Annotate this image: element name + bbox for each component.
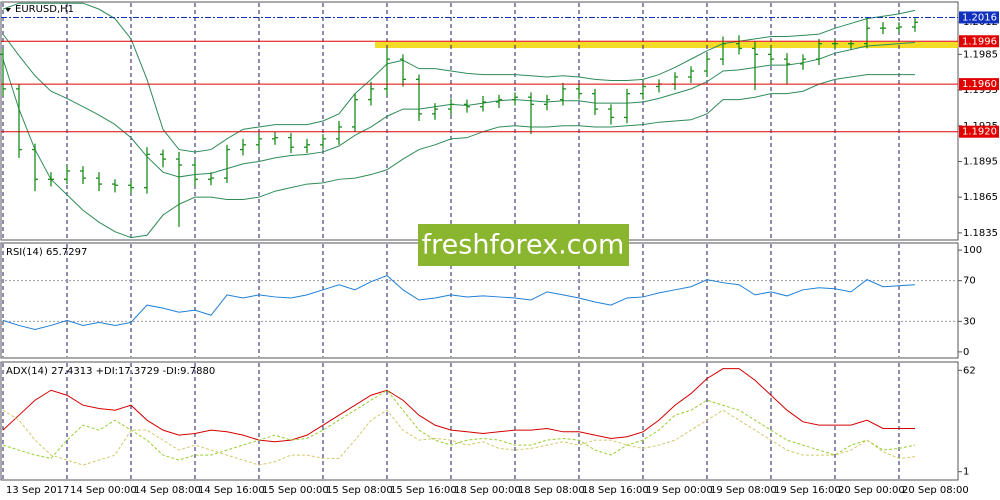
last-price-box xyxy=(959,11,999,24)
y-tick-label: 1.1865 xyxy=(963,192,998,203)
chart-title: EURUSD,H1 xyxy=(15,4,74,15)
band-lower xyxy=(2,58,915,239)
x-tick-label: 19 Sep 08:00 xyxy=(710,485,777,496)
level-label-box xyxy=(959,125,999,138)
forecast-arrow xyxy=(904,7,958,42)
watermark: freshforex.com xyxy=(422,230,625,261)
y-tick-label: 70 xyxy=(963,276,976,287)
x-tick-label: 15 Sep 16:00 xyxy=(390,485,457,496)
rsi-title: RSI(14) 65.7297 xyxy=(6,247,87,258)
x-tick-label: 18 Sep 00:00 xyxy=(454,485,521,496)
series-line xyxy=(2,368,915,443)
series-line xyxy=(2,274,916,331)
y-tick-label: 1 xyxy=(963,467,969,478)
y-tick-label: 1.1955 xyxy=(963,85,998,96)
watermark-box xyxy=(418,224,629,266)
x-tick-label: 13 Sep 2017 xyxy=(6,485,69,496)
last-price-label: 1.2016 xyxy=(962,12,997,23)
x-tick-label: 14 Sep 16:00 xyxy=(198,485,265,496)
symbol-menu-icon xyxy=(5,8,11,12)
y-tick-label: 30 xyxy=(963,316,976,327)
x-tick-label: 18 Sep 16:00 xyxy=(582,485,649,496)
y-tick-label: 62 xyxy=(963,365,976,376)
level-label: 1.1960 xyxy=(962,79,997,90)
y-tick-label: 1.1895 xyxy=(963,156,998,167)
x-tick-label: 15 Sep 00:00 xyxy=(262,485,329,496)
x-tick-label: 18 Sep 08:00 xyxy=(518,485,585,496)
x-tick-label: 15 Sep 08:00 xyxy=(326,485,393,496)
x-tick-label: 20 Sep 00:00 xyxy=(838,485,905,496)
series-line xyxy=(2,389,916,461)
y-tick-label: 1.1985 xyxy=(963,49,998,60)
y-tick-label: 100 xyxy=(963,245,982,256)
x-tick-label: 14 Sep 08:00 xyxy=(134,485,201,496)
adx-panel xyxy=(0,361,959,481)
forecast-arrowhead xyxy=(951,3,961,17)
series-line xyxy=(2,409,916,466)
x-tick-label: 19 Sep 00:00 xyxy=(646,485,713,496)
x-tick-label: 20 Sep 08:00 xyxy=(902,485,969,496)
level-label: 1.1920 xyxy=(962,127,997,138)
x-tick-label: 19 Sep 16:00 xyxy=(774,485,841,496)
highlight-band xyxy=(375,42,958,48)
y-tick-label: 1.1835 xyxy=(963,228,998,239)
band-upper xyxy=(2,2,916,153)
band-middle xyxy=(2,33,916,178)
x-tick-label: 14 Sep 00:00 xyxy=(70,485,137,496)
adx-title: ADX(14) 27.4313 +DI:17.3729 -DI:9.7880 xyxy=(6,366,215,377)
level-label-box xyxy=(959,35,999,48)
level-label-box xyxy=(959,78,999,91)
y-tick-label: 0 xyxy=(963,347,969,358)
level-label: 1.1996 xyxy=(962,36,997,47)
